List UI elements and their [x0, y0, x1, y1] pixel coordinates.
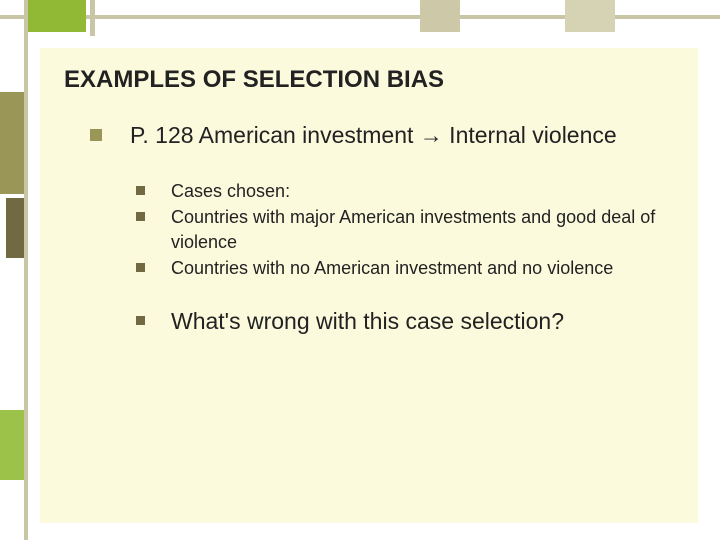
main-point-text: P. 128 American investment → Internal vi… — [130, 120, 617, 151]
left-dark-block — [6, 198, 24, 258]
arrow-icon: → — [420, 122, 443, 148]
square-bullet-icon — [136, 186, 145, 195]
bullet-level2: Countries with no American investment an… — [136, 256, 674, 280]
square-bullet-icon — [136, 316, 145, 325]
main-point-suffix: Internal violence — [443, 122, 617, 148]
top-beige-block-2 — [565, 0, 615, 32]
bullet-level2: What's wrong with this case selection? — [136, 306, 674, 337]
main-point-prefix: P. 128 American investment — [130, 122, 420, 148]
left-vertical-line — [24, 0, 28, 540]
left-olive-block — [0, 92, 24, 194]
left-green-block — [0, 410, 24, 480]
top-vertical-stub — [90, 0, 95, 36]
question-group: What's wrong with this case selection? — [136, 306, 674, 337]
top-green-block — [28, 0, 86, 32]
bullet-level1: P. 128 American investment → Internal vi… — [90, 120, 674, 151]
sub-point-text: Cases chosen: — [171, 179, 290, 203]
slide-title: EXAMPLES OF SELECTION BIAS — [64, 66, 674, 94]
bullet-level2: Countries with major American investment… — [136, 205, 674, 254]
square-bullet-icon — [90, 129, 102, 141]
square-bullet-icon — [136, 212, 145, 221]
square-bullet-icon — [136, 263, 145, 272]
bullet-level2: Cases chosen: — [136, 179, 674, 203]
question-text: What's wrong with this case selection? — [171, 306, 564, 337]
slide-content: EXAMPLES OF SELECTION BIAS P. 128 Americ… — [40, 48, 698, 523]
sub-point-text: Countries with major American investment… — [171, 205, 674, 254]
sub-point-text: Countries with no American investment an… — [171, 256, 613, 280]
top-beige-block-1 — [420, 0, 460, 32]
sub-bullet-group: Cases chosen: Countries with major Ameri… — [136, 179, 674, 280]
